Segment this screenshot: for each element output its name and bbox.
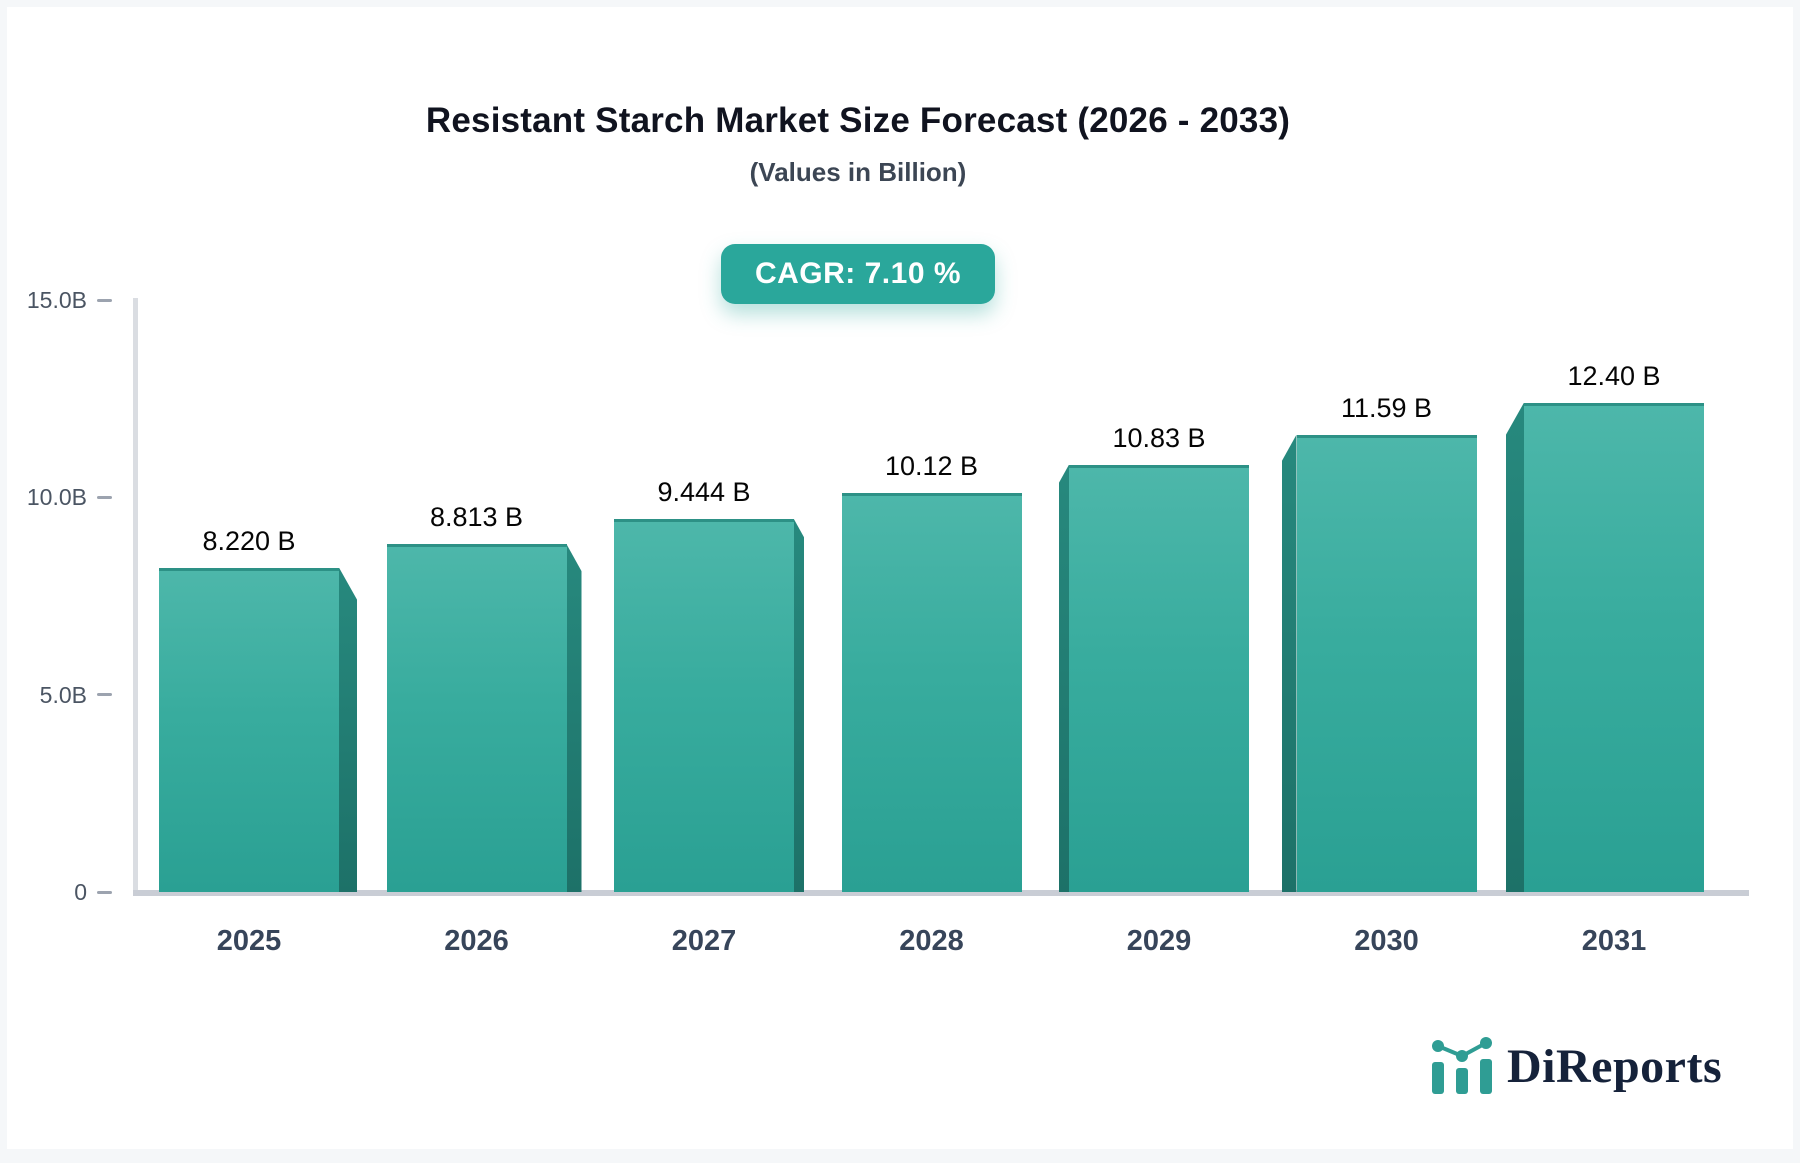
chart-header: Resistant Starch Market Size Forecast (2…: [7, 7, 1709, 304]
bar-value-label: 10.12 B: [884, 450, 979, 481]
x-axis-label: 2025: [216, 925, 282, 957]
x-axis-label: 2029: [1126, 925, 1192, 957]
bar-2026[interactable]: [386, 544, 567, 892]
y-axis-tick-mark: [97, 495, 112, 499]
bar-value-label: 11.59 B: [1340, 392, 1433, 423]
bar-value-label: 8.220 B: [202, 525, 296, 556]
bar-3d-side: [566, 544, 582, 892]
bar-2030[interactable]: [1296, 434, 1477, 892]
bar-3d-side: [1059, 464, 1069, 892]
y-axis-tick-label: 10.0B: [26, 484, 87, 511]
bar-2025[interactable]: [159, 567, 339, 892]
x-axis-label: 2031: [1581, 925, 1647, 957]
y-axis-tick-label: 15.0B: [26, 287, 87, 313]
bar-value-label: 8.813 B: [429, 502, 524, 533]
chart-subtitle: (Values in Billion): [749, 157, 967, 187]
x-axis-label: 2026: [444, 925, 509, 957]
x-axis-line: [133, 890, 1749, 896]
x-axis-label: 2027: [671, 925, 737, 957]
cagr-badge: CAGR: 7.10 %: [720, 244, 996, 304]
bar-3d-side: [1281, 434, 1297, 892]
y-axis-tick-label: 5.0B: [39, 681, 87, 708]
bar-value-label: 10.83 B: [1112, 422, 1206, 453]
bar-2027[interactable]: [614, 519, 794, 892]
bar-value-label: 12.40 B: [1567, 360, 1661, 391]
x-axis-label: 2028: [899, 925, 964, 957]
plot-area: 0 5.0B 10.0B 15.0B 8.220 B 2025 8.813 B 2026 9.4…: [7, 7, 1800, 1163]
y-axis-tick-mark: [97, 298, 112, 302]
y-axis-line: [133, 298, 138, 895]
bar-2028[interactable]: [841, 492, 1022, 892]
bar-3d-side: [794, 519, 804, 892]
y-axis-tick-mark: [97, 693, 112, 697]
x-axis-label: 2030: [1354, 925, 1419, 957]
bar-2029[interactable]: [1069, 464, 1249, 892]
direports-logo-text: DiReports: [1507, 1039, 1723, 1093]
bar-2031[interactable]: [1524, 402, 1704, 892]
direports-logo-icon: [1432, 1037, 1492, 1094]
bar-3d-side: [1506, 402, 1524, 892]
chart-canvas: Resistant Starch Market Size Forecast (2…: [7, 7, 1793, 1149]
bar-value-label: 9.444 B: [657, 477, 751, 508]
bar-3d-side: [339, 567, 357, 892]
y-axis-tick-label: 0: [74, 879, 87, 905]
y-axis-tick-mark: [97, 890, 112, 894]
chart-title: Resistant Starch Market Size Forecast (2…: [425, 101, 1291, 140]
direports-logo: DiReports: [1431, 1035, 1722, 1097]
